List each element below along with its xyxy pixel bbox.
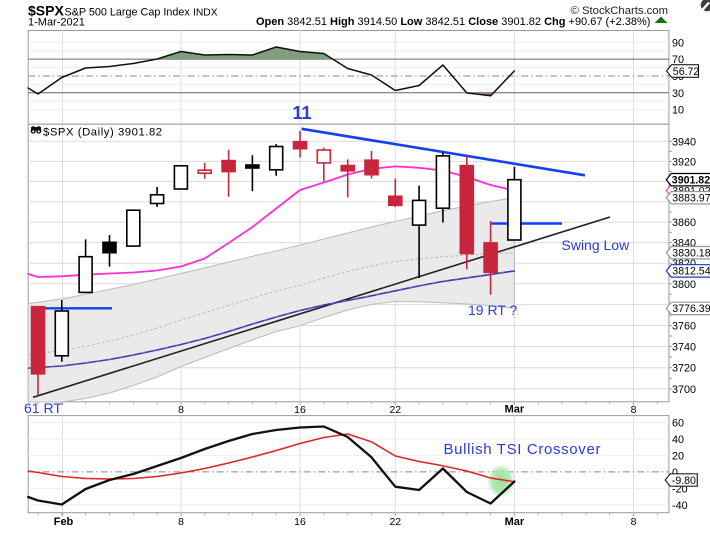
svg-text:3830.18: 3830.18	[672, 248, 710, 260]
svg-text:8: 8	[631, 404, 637, 416]
svg-text:11: 11	[293, 103, 312, 123]
svg-text:Mar: Mar	[505, 516, 525, 528]
svg-text:30: 30	[672, 88, 684, 100]
svg-text:Mar: Mar	[505, 404, 525, 416]
svg-text:19 RT ?: 19 RT ?	[468, 302, 518, 318]
svg-text:3920: 3920	[672, 156, 696, 168]
svg-text:40: 40	[672, 434, 684, 446]
svg-text:1-Mar-2021: 1-Mar-2021	[28, 17, 85, 29]
svg-text:3860: 3860	[672, 217, 696, 229]
svg-text:© StockCharts.com: © StockCharts.com	[571, 5, 668, 17]
svg-text:S&P 500 Large Cap Index: S&P 500 Large Cap Index	[65, 7, 191, 19]
svg-text:8: 8	[631, 516, 637, 528]
svg-text:3700: 3700	[672, 384, 696, 396]
svg-text:$SPX (Daily) 3901.82: $SPX (Daily) 3901.82	[43, 127, 163, 139]
svg-text:Feb: Feb	[54, 516, 74, 528]
svg-text:3800: 3800	[672, 279, 696, 291]
svg-text:20: 20	[672, 450, 684, 462]
svg-text:Bullish TSI Crossover: Bullish TSI Crossover	[444, 441, 602, 458]
svg-text:3901.82: 3901.82	[672, 175, 710, 187]
svg-text:10: 10	[672, 105, 684, 117]
svg-text:16: 16	[294, 516, 306, 528]
svg-text:56.72: 56.72	[673, 66, 700, 78]
svg-text:90: 90	[672, 37, 684, 49]
svg-text:3740: 3740	[672, 342, 696, 354]
svg-text:3940: 3940	[672, 136, 696, 148]
svg-text:INDX: INDX	[193, 8, 218, 19]
svg-text:$SPX: $SPX	[28, 3, 64, 19]
svg-text:-40: -40	[672, 500, 688, 512]
svg-text:0: 0	[672, 467, 678, 479]
svg-text:-9.80: -9.80	[672, 475, 696, 487]
svg-text:3760: 3760	[672, 321, 696, 333]
svg-text:8: 8	[178, 404, 184, 416]
svg-text:22: 22	[389, 516, 401, 528]
svg-text:16: 16	[294, 404, 306, 416]
svg-text:61 RT: 61 RT	[24, 400, 62, 416]
svg-text:3883.97: 3883.97	[672, 193, 710, 205]
svg-text:Swing Low: Swing Low	[562, 237, 631, 253]
svg-text:3776.39: 3776.39	[672, 303, 710, 315]
svg-text:22: 22	[389, 404, 401, 416]
svg-text:3720: 3720	[672, 363, 696, 375]
svg-text:70: 70	[672, 54, 684, 66]
svg-text:60: 60	[672, 417, 684, 429]
svg-text:3812.54: 3812.54	[672, 266, 710, 278]
svg-text:Open 3842.51 High 3914.50 Low: Open 3842.51 High 3914.50 Low 3842.51 Cl…	[256, 16, 650, 28]
svg-text:8: 8	[178, 516, 184, 528]
